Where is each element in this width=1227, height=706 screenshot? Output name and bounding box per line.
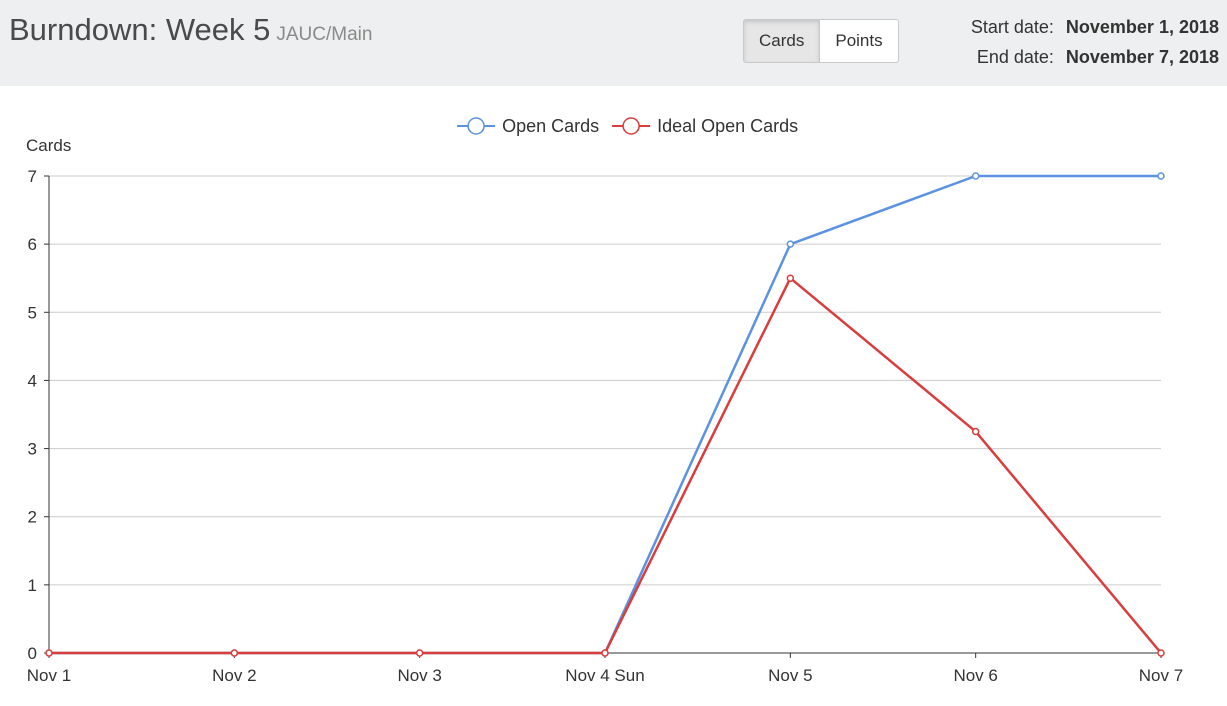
data-point [786,240,795,248]
y-axis-label: Cards [26,136,71,155]
y-tick-label: 3 [28,440,37,459]
y-tick-label: 5 [28,303,37,322]
data-point [1157,649,1165,657]
x-tick-label: Nov 5 [768,666,812,685]
points-toggle-button[interactable]: Points [820,19,899,63]
legend-item[interactable]: Ideal Open Cards [612,116,798,136]
series-lines [45,172,1165,657]
y-tick-label: 7 [28,167,37,186]
data-point [786,274,795,282]
data-point [415,649,424,657]
y-tick-label: 1 [28,576,37,595]
data-point [971,172,980,180]
grid-lines [49,175,1161,586]
board-title: Burndown: Week 5 [9,12,271,47]
start-date-value: November 1, 2018 [1065,17,1219,37]
series-line-1 [49,276,1162,655]
y-tick-label: 6 [28,235,37,254]
end-date-value: November 7, 2018 [1065,47,1219,67]
data-point [601,649,609,657]
x-tick-label: Nov 7 [1139,666,1183,685]
date-range: Start date: November 1, 2018 End date: N… [971,12,1219,72]
page-title: Burndown: Week 5 JAUC/Main [9,12,372,48]
start-date-label: Start date: [970,17,1054,37]
data-point [1157,172,1165,180]
board-subtitle: JAUC/Main [276,24,373,45]
data-point [45,649,53,657]
unit-toggle: Cards Points [743,19,899,63]
x-tick-label: Nov 3 [397,666,441,685]
legend-label: Ideal Open Cards [657,116,798,136]
legend-label: Open Cards [502,116,599,136]
x-tick-label: Nov 2 [212,666,256,685]
data-point [971,427,980,436]
legend-marker [467,117,485,135]
data-point [230,649,239,657]
series-line-0 [49,174,1161,655]
end-date-row: End date: November 7, 2018 [971,42,1219,72]
end-date-label: End date: [976,47,1054,67]
burndown-chart: 0 1 2 3 4 5 6 7 Nov 1 Nov 2 Nov 3 Nov 4 Sun Nov 5 Nov… [26,116,1183,685]
legend-marker [622,117,640,135]
start-date-row: Start date: November 1, 2018 [971,12,1219,42]
y-tick-label: 2 [28,508,37,527]
y-tick-label: 4 [28,371,37,390]
legend[interactable]: Open Cards Ideal Open Cards [457,116,798,136]
x-tick-label: Nov 6 [953,666,997,685]
legend-item[interactable]: Open Cards [457,116,599,136]
axes: 0 1 2 3 4 5 6 7 Nov 1 Nov 2 Nov 3 Nov 4 Sun Nov 5 Nov… [27,167,1183,685]
header-bar: Burndown: Week 5 JAUC/Main Cards Points S… [0,0,1227,86]
x-tick-label: Nov 1 [27,666,71,685]
cards-toggle-button[interactable]: Cards [743,19,821,63]
x-tick-label: Nov 4 Sun [565,666,644,685]
y-tick-label: 0 [28,644,37,663]
